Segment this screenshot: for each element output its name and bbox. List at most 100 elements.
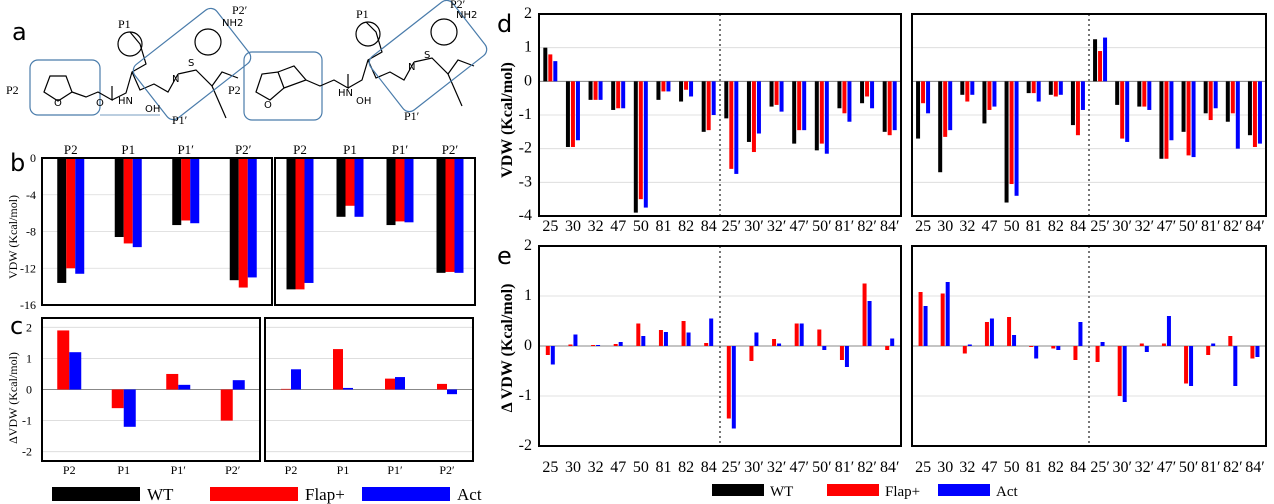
category-label: P1 xyxy=(343,142,357,157)
p2prime-box-left xyxy=(132,7,252,121)
y-tick-label: 2 xyxy=(524,5,532,22)
structure-label-p2prime-left: P2′ xyxy=(232,3,248,17)
atom-o-right: O xyxy=(264,100,272,111)
bar-act-7 xyxy=(711,81,716,115)
category-label: 81 xyxy=(1026,218,1042,235)
y-tick-label: -3 xyxy=(519,173,532,190)
category-label: 50 xyxy=(633,459,649,476)
legend-de: WT Flap+ Act xyxy=(712,484,1018,500)
bar-wt-0 xyxy=(286,158,296,290)
bar-act-3 xyxy=(621,81,626,109)
category-label: 50 xyxy=(1004,459,1020,476)
bar-act-8 xyxy=(1100,342,1105,346)
bar-act-10 xyxy=(777,343,782,346)
category-label: 30 xyxy=(565,218,581,235)
bar-flapplus-13 xyxy=(1208,81,1213,121)
atom-nh-right: HN xyxy=(338,88,353,99)
bar-flapplus-15 xyxy=(1252,81,1257,147)
bar-act-1 xyxy=(343,387,353,390)
bar-flapplus-1 xyxy=(345,158,355,206)
category-label: 30′ xyxy=(1112,218,1132,235)
bar-act-5 xyxy=(663,332,668,346)
bar-flapplus-10 xyxy=(772,339,777,346)
bar-flapplus-6 xyxy=(1051,346,1056,349)
category-label: 47 xyxy=(981,459,997,476)
bar-flapplus-3 xyxy=(445,158,455,272)
bar-wt-1 xyxy=(938,81,943,173)
bar-act-1 xyxy=(573,334,578,346)
category-label: P2 xyxy=(64,142,78,157)
bar-act-14 xyxy=(1235,81,1240,149)
bar-wt-6 xyxy=(1048,81,1053,95)
bar-flapplus-12 xyxy=(817,329,822,346)
bar-flapplus-8 xyxy=(1098,51,1103,82)
category-label: 82 xyxy=(1048,459,1064,476)
category-label: 84 xyxy=(1070,459,1086,476)
bar-wt-15 xyxy=(882,81,887,132)
category-label: P2′ xyxy=(442,142,459,157)
y-tick-label: 2 xyxy=(26,320,32,334)
category-label: 47 xyxy=(610,218,626,235)
legend-bc: WT Flap+ Act xyxy=(52,485,482,504)
bar-act-2 xyxy=(596,345,601,346)
category-label: 32′ xyxy=(1135,459,1155,476)
chart-c-right: P2 P1 P1′ P2′ xyxy=(264,317,474,477)
p2-box-right xyxy=(243,51,323,121)
bar-flapplus-0 xyxy=(918,292,923,346)
bar-flapplus-2 xyxy=(593,81,598,100)
bar-wt-1 xyxy=(336,158,346,217)
category-label: 84′ xyxy=(880,459,900,476)
bar-wt-8 xyxy=(1093,39,1098,82)
bar-act-2 xyxy=(190,158,200,224)
atom-nh-left: HN xyxy=(118,96,133,107)
bar-flapplus-2 xyxy=(395,158,405,222)
bar-act-8 xyxy=(1103,37,1108,82)
bar-act-3 xyxy=(454,158,464,273)
y-tick-label: -4 xyxy=(26,188,36,202)
category-label: 84 xyxy=(1070,218,1086,235)
atom-o-left: O xyxy=(54,98,62,109)
structure-label-p2prime-right: P2′ xyxy=(450,0,466,11)
legend-label-act-de: Act xyxy=(996,484,1018,500)
category-label: 82′ xyxy=(1223,218,1243,235)
category-label: 25′ xyxy=(722,459,742,476)
bar-flapplus-3 xyxy=(220,389,233,421)
bar-flapplus-7 xyxy=(1075,81,1080,136)
category-label: 82′ xyxy=(857,459,877,476)
bar-wt-4 xyxy=(1004,81,1009,203)
legend-swatch-flap xyxy=(210,487,298,501)
bar-act-0 xyxy=(926,81,931,114)
bar-act-0 xyxy=(553,61,558,82)
bar-wt-14 xyxy=(1225,81,1230,122)
bar-wt-10 xyxy=(1137,81,1142,107)
category-label: 82 xyxy=(678,459,694,476)
bar-flapplus-2 xyxy=(385,378,395,390)
bar-act-13 xyxy=(844,346,849,367)
bar-flapplus-15 xyxy=(887,81,892,136)
bar-act-0 xyxy=(550,346,555,365)
bar-wt-7 xyxy=(701,81,706,132)
bar-act-3 xyxy=(447,389,457,395)
bar-act-2 xyxy=(404,158,414,223)
category-label: 47 xyxy=(610,459,626,476)
bar-act-3 xyxy=(618,342,623,346)
atom-nh2-left: NH2 xyxy=(222,18,243,29)
bar-flapplus-15 xyxy=(1250,346,1255,359)
bar-flapplus-14 xyxy=(865,81,870,97)
axis-title-c: ΔVDW (Kcal/mol) xyxy=(6,352,20,444)
category-label: 32′ xyxy=(767,459,787,476)
category-label: 50′ xyxy=(812,218,832,235)
y-tick-label: -8 xyxy=(26,225,36,239)
bar-flapplus-2 xyxy=(181,158,191,221)
bar-flapplus-4 xyxy=(1007,317,1012,346)
category-label: 82 xyxy=(1048,218,1064,235)
bar-flapplus-0 xyxy=(281,388,291,390)
bar-act-2 xyxy=(970,81,975,95)
bar-flapplus-1 xyxy=(123,158,133,244)
atom-n-right: N xyxy=(408,62,415,73)
bar-wt-3 xyxy=(982,81,987,124)
category-label: P2′ xyxy=(439,463,455,477)
category-label: 50 xyxy=(633,218,649,235)
bar-flapplus-5 xyxy=(1029,346,1034,347)
bar-act-9 xyxy=(1122,346,1127,402)
